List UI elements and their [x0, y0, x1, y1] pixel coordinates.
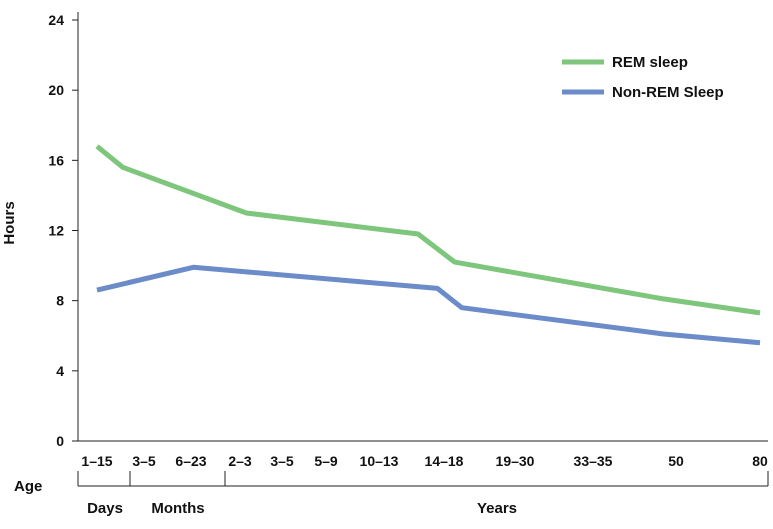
- axes: 0 4 8 12 16 20 24: [48, 12, 768, 449]
- x-tick-label: 10–13: [360, 453, 399, 469]
- x-tick-label: 50: [668, 453, 684, 469]
- x-tick-label: 80: [752, 453, 768, 469]
- series-line-non-rem-sleep: [96, 264, 761, 346]
- y-tick-label: 16: [48, 152, 64, 168]
- y-tick-label: 8: [56, 293, 64, 309]
- x-tick-label: 6–23: [175, 453, 206, 469]
- x-tick-label: 14–18: [425, 453, 464, 469]
- x-tick-label: 2–3: [228, 453, 252, 469]
- x-tick-label: 1–15: [81, 453, 112, 469]
- age-group-label: Years: [477, 500, 517, 517]
- x-tick-label: 5–9: [314, 453, 338, 469]
- age-group-label: Days: [87, 500, 123, 517]
- series-line-rem-sleep: [95, 144, 761, 316]
- y-tick-label: 4: [56, 363, 64, 379]
- x-axis-title: Age: [14, 478, 42, 495]
- series-layer: [95, 144, 761, 346]
- x-tick-label: 33–35: [574, 453, 613, 469]
- y-tick-label: 0: [56, 433, 64, 449]
- x-tick-label: 19–30: [496, 453, 535, 469]
- age-group-label: Months: [151, 500, 204, 517]
- legend-label: REM sleep: [612, 54, 688, 71]
- y-tick-label: 20: [48, 82, 64, 98]
- y-tick-label: 12: [48, 223, 64, 239]
- legend: REM sleep Non-REM Sleep: [562, 54, 724, 101]
- legend-label: Non-REM Sleep: [612, 84, 724, 101]
- y-tick-label: 24: [48, 12, 64, 28]
- axis-labels: Hours 1–15 3–5 6–23 2–3 3–5 5–9 10–13 14–18 19–30…: [1, 201, 769, 517]
- y-axis-title: Hours: [1, 201, 18, 244]
- x-tick-label: 3–5: [270, 453, 294, 469]
- x-tick-label: 3–5: [132, 453, 156, 469]
